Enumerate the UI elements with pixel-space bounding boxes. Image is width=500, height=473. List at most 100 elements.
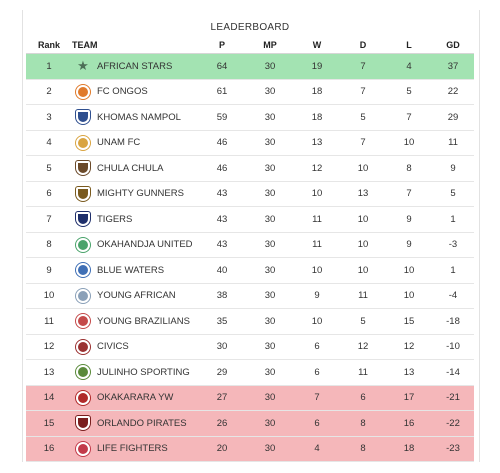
goal-difference-cell: 1: [432, 206, 474, 233]
losses-cell: 10: [386, 283, 432, 309]
table-row[interactable]: 11 YOUNG BRAZILIANS 35 30 10 5 15 -18: [26, 308, 474, 335]
wins-cell: 6: [294, 359, 340, 386]
shield-icon: [76, 212, 90, 227]
team-name: CHULA CHULA: [97, 162, 164, 174]
draws-cell: 7: [340, 79, 386, 105]
wins-cell: 4: [294, 436, 340, 462]
team-cell: JULINHO SPORTING: [72, 359, 198, 386]
losses-cell: 15: [386, 308, 432, 335]
team-name: CIVICS: [97, 341, 129, 353]
table-row[interactable]: 14 OKAKARARA YW 27 30 7 6 17 -21: [26, 385, 474, 411]
losses-cell: 9: [386, 206, 432, 233]
team-cell: CIVICS: [72, 334, 198, 360]
points-cell: 46: [198, 130, 246, 156]
team-name: YOUNG AFRICAN: [97, 290, 176, 302]
table-row[interactable]: 12 CIVICS 30 30 6 12 12 -10: [26, 334, 474, 360]
goal-difference-cell: 5: [432, 181, 474, 207]
points-cell: 43: [198, 206, 246, 233]
rank-cell: 1: [26, 53, 72, 80]
matches-played-cell: 30: [246, 155, 294, 182]
losses-cell: 7: [386, 104, 432, 131]
rank-cell: 13: [26, 359, 72, 386]
goal-difference-cell: -3: [432, 232, 474, 258]
table-row[interactable]: 7 TIGERS 43 30 11 10 9 1: [26, 206, 474, 233]
team-name: AFRICAN STARS: [97, 60, 173, 72]
table-row[interactable]: 3 KHOMAS NAMPOL 59 30 18 5 7 29: [26, 104, 474, 131]
points-cell: 29: [198, 359, 246, 386]
crest-icon: [76, 84, 90, 99]
team-cell: BLUE WATERS: [72, 257, 198, 284]
rank-cell: 12: [26, 334, 72, 360]
rank-cell: 2: [26, 79, 72, 105]
points-cell: 38: [198, 283, 246, 309]
wins-cell: 10: [294, 181, 340, 207]
matches-played-cell: 30: [246, 436, 294, 462]
goal-difference-cell: -23: [432, 436, 474, 462]
losses-cell: 10: [386, 130, 432, 156]
draws-cell: 11: [340, 359, 386, 386]
team-name: UNAM FC: [97, 137, 141, 149]
table-row[interactable]: 5 CHULA CHULA 46 30 12 10 8 9: [26, 155, 474, 182]
losses-cell: 12: [386, 334, 432, 360]
points-cell: 27: [198, 385, 246, 411]
draws-cell: 12: [340, 334, 386, 360]
rank-cell: 9: [26, 257, 72, 284]
table-row[interactable]: 1 ★ AFRICAN STARS 64 30 19 7 4 37: [26, 53, 474, 80]
wins-cell: 7: [294, 385, 340, 411]
matches-played-cell: 30: [246, 130, 294, 156]
table-row[interactable]: 13 JULINHO SPORTING 29 30 6 11 13 -14: [26, 359, 474, 386]
matches-played-cell: 30: [246, 385, 294, 411]
team-name: BLUE WATERS: [97, 264, 165, 276]
wins-cell: 10: [294, 308, 340, 335]
table-row[interactable]: 6 MIGHTY GUNNERS 43 30 10 13 7 5: [26, 181, 474, 207]
team-cell: OKAHANDJA UNITED: [72, 232, 198, 258]
points-cell: 43: [198, 232, 246, 258]
losses-cell: 8: [386, 155, 432, 182]
losses-cell: 17: [386, 385, 432, 411]
team-cell: KHOMAS NAMPOL: [72, 104, 198, 131]
losses-cell: 16: [386, 410, 432, 437]
team-name: FC ONGOS: [97, 86, 148, 98]
team-name: MIGHTY GUNNERS: [97, 188, 184, 200]
wins-cell: 12: [294, 155, 340, 182]
rank-cell: 10: [26, 283, 72, 309]
goal-difference-cell: -14: [432, 359, 474, 386]
draws-cell: 10: [340, 155, 386, 182]
crest-icon: [76, 339, 90, 354]
goal-difference-cell: -18: [432, 308, 474, 335]
matches-played-cell: 30: [246, 257, 294, 284]
team-name: YOUNG BRAZILIANS: [97, 315, 190, 327]
wins-cell: 11: [294, 206, 340, 233]
draws-cell: 10: [340, 232, 386, 258]
table-row[interactable]: 16 LIFE FIGHTERS 20 30 4 8 18 -23: [26, 436, 474, 462]
wins-cell: 18: [294, 104, 340, 131]
col-header-matches-played: MP: [246, 36, 294, 54]
losses-cell: 13: [386, 359, 432, 386]
matches-played-cell: 30: [246, 334, 294, 360]
losses-cell: 7: [386, 181, 432, 207]
star-icon: ★: [77, 58, 89, 74]
table-row[interactable]: 4 UNAM FC 46 30 13 7 10 11: [26, 130, 474, 156]
table-row[interactable]: 10 YOUNG AFRICAN 38 30 9 11 10 -4: [26, 283, 474, 309]
draws-cell: 6: [340, 385, 386, 411]
table-row[interactable]: 9 BLUE WATERS 40 30 10 10 10 1: [26, 257, 474, 284]
points-cell: 61: [198, 79, 246, 105]
team-cell: LIFE FIGHTERS: [72, 436, 198, 462]
team-name: OKAKARARA YW: [97, 392, 174, 404]
crest-icon: [76, 365, 90, 380]
draws-cell: 11: [340, 283, 386, 309]
wins-cell: 11: [294, 232, 340, 258]
points-cell: 64: [198, 53, 246, 80]
draws-cell: 13: [340, 181, 386, 207]
table-row[interactable]: 15 ORLANDO PIRATES 26 30 6 8 16 -22: [26, 410, 474, 437]
matches-played-cell: 30: [246, 359, 294, 386]
draws-cell: 5: [340, 308, 386, 335]
team-cell: UNAM FC: [72, 130, 198, 156]
wins-cell: 6: [294, 334, 340, 360]
table-row[interactable]: 8 OKAHANDJA UNITED 43 30 11 10 9 -3: [26, 232, 474, 258]
team-cell: YOUNG AFRICAN: [72, 283, 198, 309]
crest-icon: [76, 314, 90, 329]
goal-difference-cell: 22: [432, 79, 474, 105]
leaderboard-title: LEADERBOARD: [210, 22, 290, 33]
table-row[interactable]: 2 FC ONGOS 61 30 18 7 5 22: [26, 79, 474, 105]
